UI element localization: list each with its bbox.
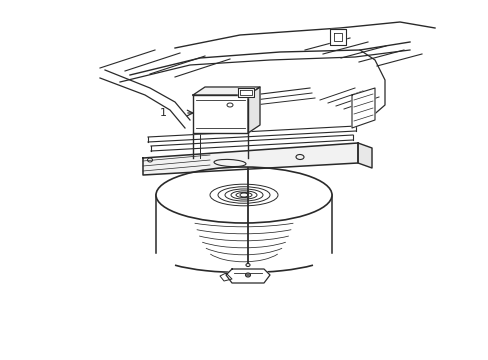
Ellipse shape xyxy=(156,167,331,223)
Polygon shape xyxy=(329,29,346,45)
Polygon shape xyxy=(193,95,247,133)
Polygon shape xyxy=(351,88,374,128)
Ellipse shape xyxy=(246,274,249,276)
Ellipse shape xyxy=(245,273,250,277)
Polygon shape xyxy=(357,143,371,168)
Polygon shape xyxy=(240,90,251,95)
Polygon shape xyxy=(220,273,231,281)
Polygon shape xyxy=(333,33,341,41)
Polygon shape xyxy=(225,269,269,283)
Ellipse shape xyxy=(245,264,249,266)
Polygon shape xyxy=(142,143,357,175)
Text: 1: 1 xyxy=(159,108,166,118)
Polygon shape xyxy=(193,87,260,95)
Polygon shape xyxy=(238,88,253,97)
Polygon shape xyxy=(247,87,260,133)
